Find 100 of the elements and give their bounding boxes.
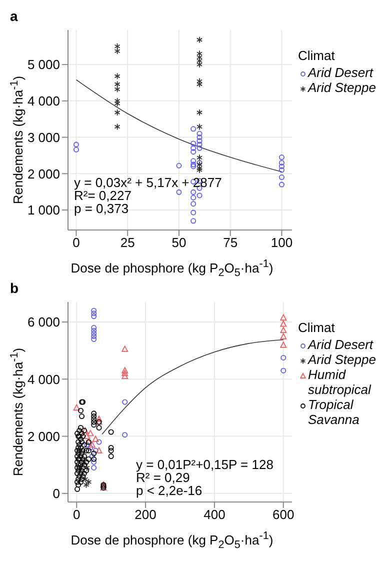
point xyxy=(73,404,80,410)
point xyxy=(190,201,196,207)
point xyxy=(122,370,128,376)
point xyxy=(114,72,120,80)
y-tick-label: 3 000 xyxy=(27,130,60,145)
point xyxy=(114,109,120,116)
point xyxy=(196,50,203,58)
point xyxy=(280,333,287,340)
point xyxy=(196,61,203,68)
point xyxy=(190,126,196,132)
point xyxy=(122,367,128,374)
point xyxy=(88,444,94,450)
point xyxy=(176,189,182,195)
point xyxy=(196,164,203,172)
point xyxy=(91,328,97,334)
legend-title: Climat xyxy=(298,320,336,335)
point xyxy=(190,149,196,155)
point xyxy=(91,314,97,320)
point xyxy=(196,138,202,144)
point xyxy=(196,192,202,198)
x-tick-label: 600 xyxy=(272,507,294,522)
y-tick-label: 4 000 xyxy=(27,372,60,387)
point xyxy=(86,478,92,486)
point xyxy=(91,464,97,470)
point xyxy=(81,458,88,466)
point xyxy=(92,436,99,442)
point xyxy=(196,160,202,166)
legend-title: Climat xyxy=(298,48,336,63)
point xyxy=(91,334,97,340)
y-tick-label: 6 000 xyxy=(27,314,60,330)
point xyxy=(190,164,196,170)
point xyxy=(278,167,284,173)
point xyxy=(82,476,88,483)
legend-label: Arid Desert xyxy=(308,337,374,352)
point xyxy=(114,123,120,130)
point xyxy=(114,86,120,93)
point xyxy=(96,416,102,422)
point xyxy=(278,154,284,160)
point xyxy=(122,432,128,438)
y-tick-label: 1 000 xyxy=(27,202,60,218)
point xyxy=(73,146,79,152)
point xyxy=(84,464,90,472)
point xyxy=(280,354,286,360)
point xyxy=(278,160,284,166)
legend-label: Arid Desert xyxy=(308,65,374,80)
point xyxy=(190,162,196,168)
point xyxy=(196,134,202,140)
point xyxy=(176,162,182,168)
legend-label: Arid Steppe xyxy=(308,80,376,95)
point xyxy=(190,194,196,200)
point xyxy=(280,314,287,320)
y-tick-label: 0 xyxy=(52,486,60,502)
y-tick-label: 5 000 xyxy=(27,57,60,72)
point xyxy=(114,48,120,55)
point xyxy=(91,459,97,465)
x-tick-label: 100 xyxy=(270,235,293,250)
point xyxy=(96,439,102,445)
point xyxy=(196,36,203,44)
x-axis-title: Dose de phosphore (kg P$_{2}$O$_{5}$·ha$^{-1}$) xyxy=(70,258,274,279)
legend-label: Humid subtropical xyxy=(308,367,372,397)
x-axis-title: Dose de phosphore (kg P$_{2}$O$_{5}$·ha$^{-1}$) xyxy=(70,530,274,551)
point xyxy=(196,57,203,64)
point xyxy=(84,442,90,448)
point xyxy=(91,308,97,314)
point xyxy=(91,310,97,316)
point xyxy=(91,336,97,342)
point xyxy=(196,109,203,116)
y-tick-label: 4 000 xyxy=(27,94,60,109)
point xyxy=(278,174,284,180)
annotation: p = 0,373 xyxy=(74,201,129,216)
x-tick-label: 0 xyxy=(73,507,80,522)
point xyxy=(196,130,202,136)
y-tick-label: 2 000 xyxy=(27,166,60,182)
point xyxy=(114,42,120,50)
point xyxy=(122,399,128,405)
point xyxy=(280,326,287,334)
x-tick-label: 50 xyxy=(172,235,186,250)
point xyxy=(89,454,95,460)
point xyxy=(196,145,202,151)
point xyxy=(196,54,203,61)
point xyxy=(280,320,287,327)
x-tick-label: 0 xyxy=(72,235,80,250)
point xyxy=(190,189,196,195)
point xyxy=(73,142,79,148)
point xyxy=(280,342,287,348)
x-tick-label: 200 xyxy=(134,507,156,522)
point xyxy=(280,368,286,374)
point xyxy=(278,182,284,188)
point xyxy=(196,154,203,162)
point xyxy=(92,448,98,454)
point xyxy=(84,432,90,440)
x-tick-label: 75 xyxy=(223,235,238,250)
chart-title: b xyxy=(10,280,19,296)
legend-label: Arid Steppe xyxy=(308,352,376,367)
point xyxy=(114,80,120,88)
annotation: y = 0,03x² + 5,17x + 2877 xyxy=(74,175,222,190)
point xyxy=(122,372,128,380)
point xyxy=(87,430,94,436)
point xyxy=(88,441,96,448)
point xyxy=(122,346,128,352)
